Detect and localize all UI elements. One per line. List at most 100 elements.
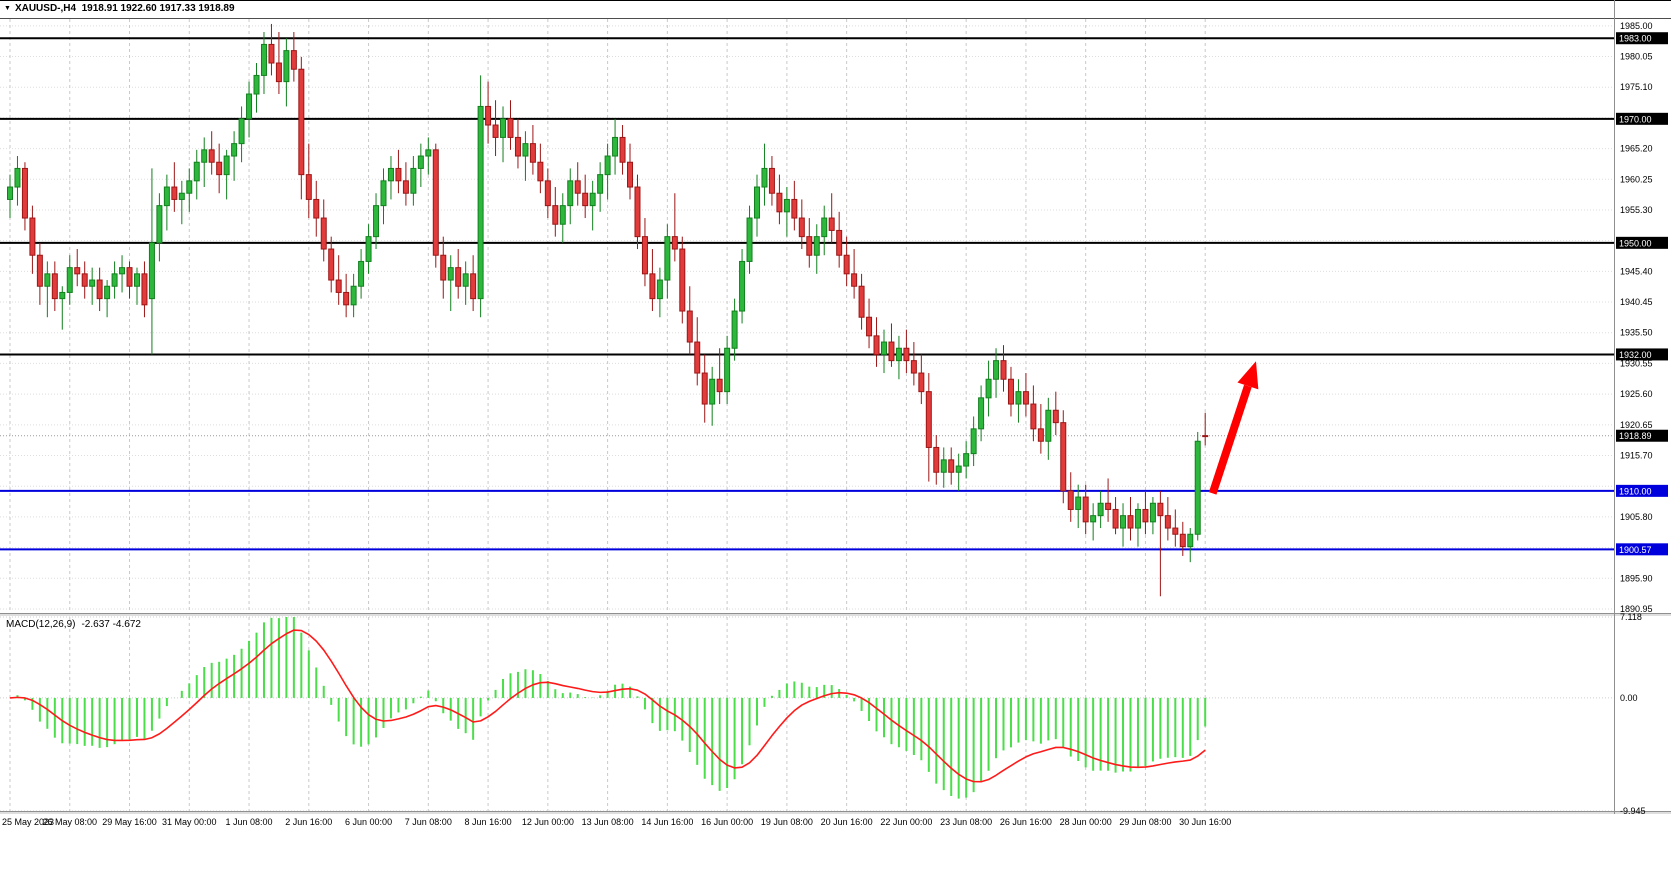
candle — [432, 143, 439, 268]
candle — [739, 249, 746, 324]
macd-axis: 7.118 0.00 -9.945 — [1620, 612, 1646, 816]
price-tick-label: 1920.65 — [1620, 420, 1653, 430]
candle — [1149, 497, 1156, 535]
candle — [380, 168, 387, 225]
candle — [208, 131, 215, 175]
candle — [754, 174, 760, 237]
candle — [940, 447, 947, 488]
candle — [283, 38, 290, 107]
candles — [7, 23, 1209, 597]
candle — [993, 348, 1000, 398]
candle — [343, 273, 350, 318]
candle — [514, 118, 521, 169]
candle — [1082, 484, 1089, 535]
candle — [671, 193, 678, 262]
candle — [544, 168, 551, 219]
candle — [1052, 391, 1059, 436]
candle — [679, 236, 686, 324]
candle — [1127, 497, 1134, 541]
candle — [634, 174, 641, 250]
candle — [485, 81, 492, 144]
time-label: 23 Jun 08:00 — [940, 817, 992, 827]
candle — [320, 199, 327, 262]
candle — [664, 224, 671, 299]
time-label: 30 Jun 16:00 — [1179, 817, 1231, 827]
price-axis: 1985.00 1980.05 1975.10 1965.20 1960.25 1955.… — [1616, 21, 1668, 614]
candle — [171, 162, 178, 212]
candle — [806, 218, 813, 268]
macd-axis-label: 7.118 — [1620, 612, 1642, 622]
svg-text:1918.89: 1918.89 — [1619, 431, 1652, 441]
candle — [223, 149, 230, 200]
candle — [133, 267, 140, 305]
candle — [186, 168, 193, 212]
price-tick-label: 1890.95 — [1620, 604, 1653, 614]
candle — [470, 255, 477, 312]
collapse-icon[interactable]: ▼ — [4, 5, 11, 12]
candle — [1157, 490, 1164, 597]
time-label: 13 Jun 08:00 — [582, 817, 634, 827]
candle — [417, 143, 424, 188]
candle — [619, 125, 626, 175]
candle — [567, 168, 574, 225]
candle — [492, 100, 499, 157]
candle — [163, 174, 170, 231]
candle — [985, 360, 992, 417]
arrow-annotation[interactable] — [1208, 361, 1259, 495]
candle — [776, 174, 783, 225]
candle — [119, 255, 126, 293]
candle — [604, 143, 611, 200]
price-tick-label: 1965.20 — [1620, 144, 1653, 154]
time-label: 7 Jun 08:00 — [405, 817, 452, 827]
time-label: 19 Jun 08:00 — [761, 817, 813, 827]
candle — [148, 168, 155, 355]
candle — [111, 261, 118, 299]
candle — [836, 211, 843, 268]
candle — [193, 149, 200, 200]
candle — [641, 218, 648, 287]
candle — [178, 180, 185, 225]
chart-title-bar: ▼ XAUUSD-,H4 1918.91 1922.60 1917.33 1918… — [4, 3, 235, 14]
candle — [791, 180, 798, 231]
candle — [216, 143, 223, 194]
candle — [701, 354, 708, 423]
candle — [970, 416, 977, 467]
candle — [559, 193, 566, 243]
macd-name-label: MACD(12,26,9) — [6, 619, 76, 630]
time-label: 25 May 2023 — [2, 817, 54, 827]
price-tick-label: 1945.40 — [1620, 266, 1653, 276]
price-tick-label: 1960.25 — [1620, 174, 1653, 184]
price-tick-label: 1930.55 — [1620, 358, 1653, 368]
candle — [903, 329, 910, 374]
candle — [1112, 497, 1119, 535]
candle — [597, 162, 604, 212]
candle — [253, 63, 260, 113]
candle — [821, 205, 828, 256]
candle — [783, 187, 790, 237]
candle — [1075, 484, 1082, 529]
candle — [888, 323, 895, 367]
candle — [582, 174, 589, 219]
candle — [537, 143, 544, 194]
candle — [477, 75, 484, 318]
svg-text:1983.00: 1983.00 — [1619, 34, 1652, 44]
time-label: 1 Jun 08:00 — [226, 817, 273, 827]
candle — [81, 261, 88, 299]
candle — [1202, 412, 1209, 446]
candle — [44, 261, 51, 318]
candle — [761, 143, 768, 206]
candle — [89, 267, 96, 305]
candle — [873, 317, 880, 367]
price-level-badge: 1900.57 — [1616, 543, 1668, 556]
candle — [7, 174, 13, 219]
candle — [455, 249, 462, 299]
time-label: 8 Jun 16:00 — [465, 817, 512, 827]
candle — [1172, 509, 1179, 547]
time-label: 29 Jun 08:00 — [1119, 817, 1171, 827]
candle — [1067, 472, 1074, 522]
candle — [918, 354, 925, 405]
candle — [507, 100, 514, 150]
candle — [895, 335, 902, 380]
